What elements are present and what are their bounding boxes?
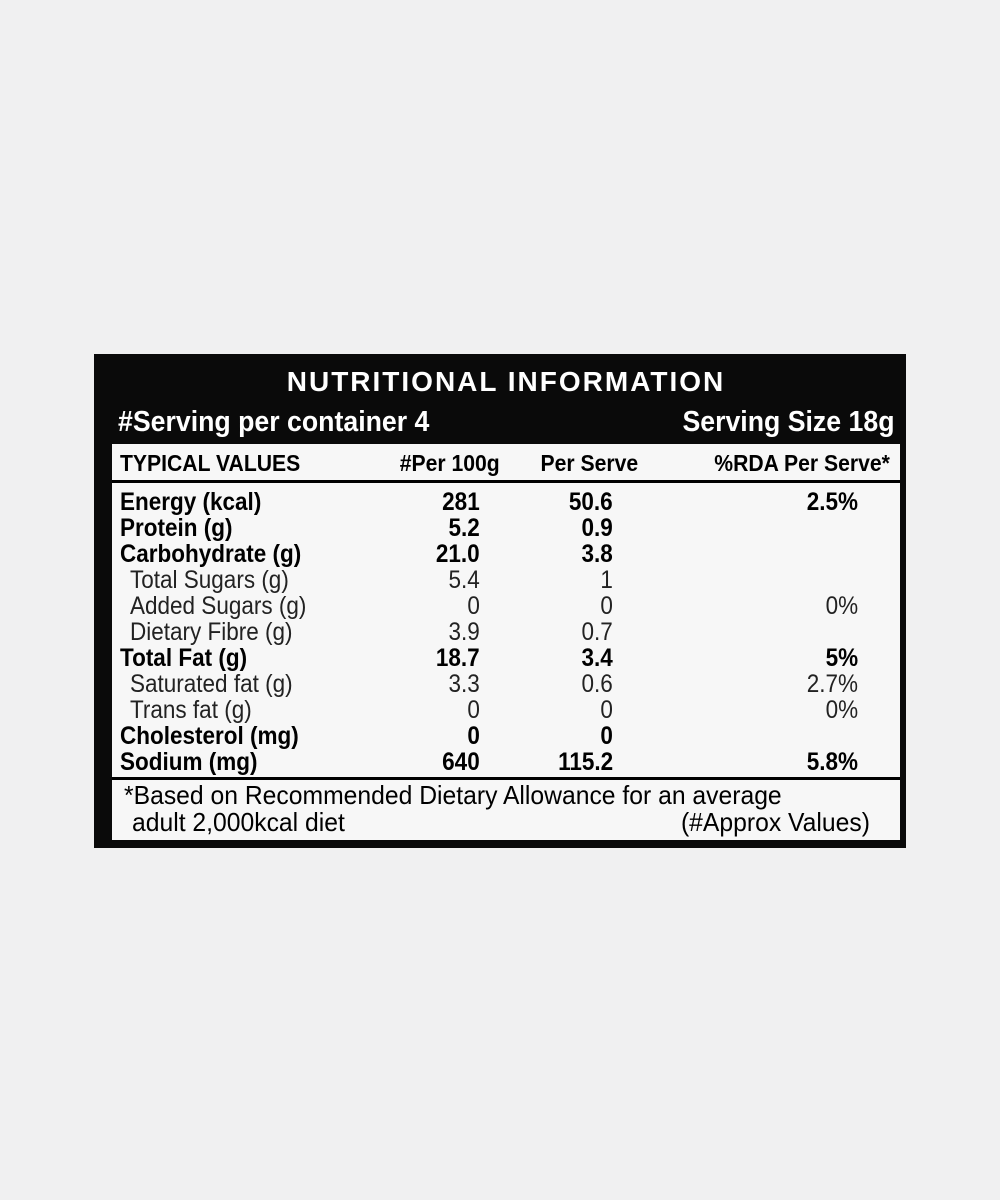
table-row: Dietary Fibre (g) 3.9 0.7	[112, 619, 900, 645]
rda-value: 0%	[825, 592, 858, 620]
per-serve-value: 50.6	[569, 488, 613, 516]
rda-value: 2.5%	[806, 488, 858, 516]
per-serve-value: 0.9	[581, 514, 613, 542]
per-serve-value: 1	[600, 566, 613, 594]
per-serve-value: 115.2	[557, 748, 613, 776]
column-header-typical-values: TYPICAL VALUES	[120, 450, 301, 476]
label-panel: NUTRITIONAL INFORMATION #Serving per con…	[108, 360, 904, 844]
nutrient-name: Cholesterol (mg)	[120, 722, 299, 750]
table-header: TYPICAL VALUES #Per 100g Per Serve %RDA …	[112, 444, 900, 483]
table-body: Energy (kcal) 281 50.6 2.5% Protein (g) …	[112, 483, 900, 780]
per-100g-value: 5.2	[448, 514, 480, 542]
table-row: Added Sugars (g) 0 0 0%	[112, 593, 900, 619]
table-row: Sodium (mg) 640 115.2 5.8%	[112, 749, 900, 775]
per-serve-value: 0	[600, 696, 613, 724]
per-100g-value: 21.0	[436, 540, 480, 568]
serving-size: Serving Size 18g	[681, 406, 894, 438]
rda-value: 2.7%	[806, 670, 858, 698]
table-row: Energy (kcal) 281 50.6 2.5%	[112, 489, 900, 515]
rda-value: 0%	[825, 696, 858, 724]
per-100g-value: 0	[467, 592, 480, 620]
table-row: Cholesterol (mg) 0 0	[112, 723, 900, 749]
nutrient-name: Saturated fat (g)	[130, 670, 293, 698]
nutrient-name: Total Fat (g)	[120, 644, 248, 672]
nutrient-name: Carbohydrate (g)	[120, 540, 302, 568]
nutrient-name: Sodium (mg)	[120, 748, 258, 776]
nutrition-table: TYPICAL VALUES #Per 100g Per Serve %RDA …	[112, 444, 900, 840]
table-row: Total Fat (g) 18.7 3.4 5%	[112, 645, 900, 671]
nutrient-name: Protein (g)	[120, 514, 233, 542]
per-100g-value: 0	[467, 722, 480, 750]
per-100g-value: 18.7	[436, 644, 480, 672]
column-header-per-serve: Per Serve	[540, 450, 638, 476]
per-100g-value: 3.3	[448, 670, 480, 698]
per-100g-value: 281	[442, 488, 480, 516]
per-serve-value: 3.4	[581, 644, 613, 672]
column-header-rda: %RDA Per Serve*	[714, 450, 890, 476]
per-serve-value: 0	[600, 592, 613, 620]
per-serve-value: 3.8	[581, 540, 613, 568]
nutrition-label: NUTRITIONAL INFORMATION #Serving per con…	[94, 354, 906, 848]
per-serve-value: 0	[600, 722, 613, 750]
per-100g-value: 5.4	[448, 566, 480, 594]
table-row: Carbohydrate (g) 21.0 3.8	[112, 541, 900, 567]
footnote: *Based on Recommended Dietary Allowance …	[124, 782, 870, 836]
table-row: Saturated fat (g) 3.3 0.6 2.7%	[112, 671, 900, 697]
table-row: Trans fat (g) 0 0 0%	[112, 697, 900, 723]
rda-value: 5.8%	[806, 748, 858, 776]
nutrient-name: Total Sugars (g)	[130, 566, 289, 594]
servings-per-container: #Serving per container 4	[118, 406, 430, 438]
nutrient-name: Added Sugars (g)	[130, 592, 307, 620]
per-serve-value: 0.7	[581, 618, 613, 646]
table-row: Total Sugars (g) 5.4 1	[112, 567, 900, 593]
column-header-per-100g: #Per 100g	[399, 450, 500, 476]
per-100g-value: 3.9	[448, 618, 480, 646]
nutrient-name: Energy (kcal)	[120, 488, 262, 516]
per-100g-value: 640	[442, 748, 480, 776]
footnote-rda-basis: *Based on Recommended Dietary Allowance …	[124, 780, 782, 810]
nutrient-name: Dietary Fibre (g)	[130, 618, 293, 646]
footnote-approx-values: (#Approx Values)	[680, 807, 870, 837]
footnote-diet: adult 2,000kcal diet	[132, 807, 345, 837]
rda-value: 5%	[825, 644, 858, 672]
per-100g-value: 0	[467, 696, 480, 724]
per-serve-value: 0.6	[581, 670, 613, 698]
table-row: Protein (g) 5.2 0.9	[112, 515, 900, 541]
nutrient-name: Trans fat (g)	[130, 696, 252, 724]
label-title: NUTRITIONAL INFORMATION	[286, 366, 726, 397]
